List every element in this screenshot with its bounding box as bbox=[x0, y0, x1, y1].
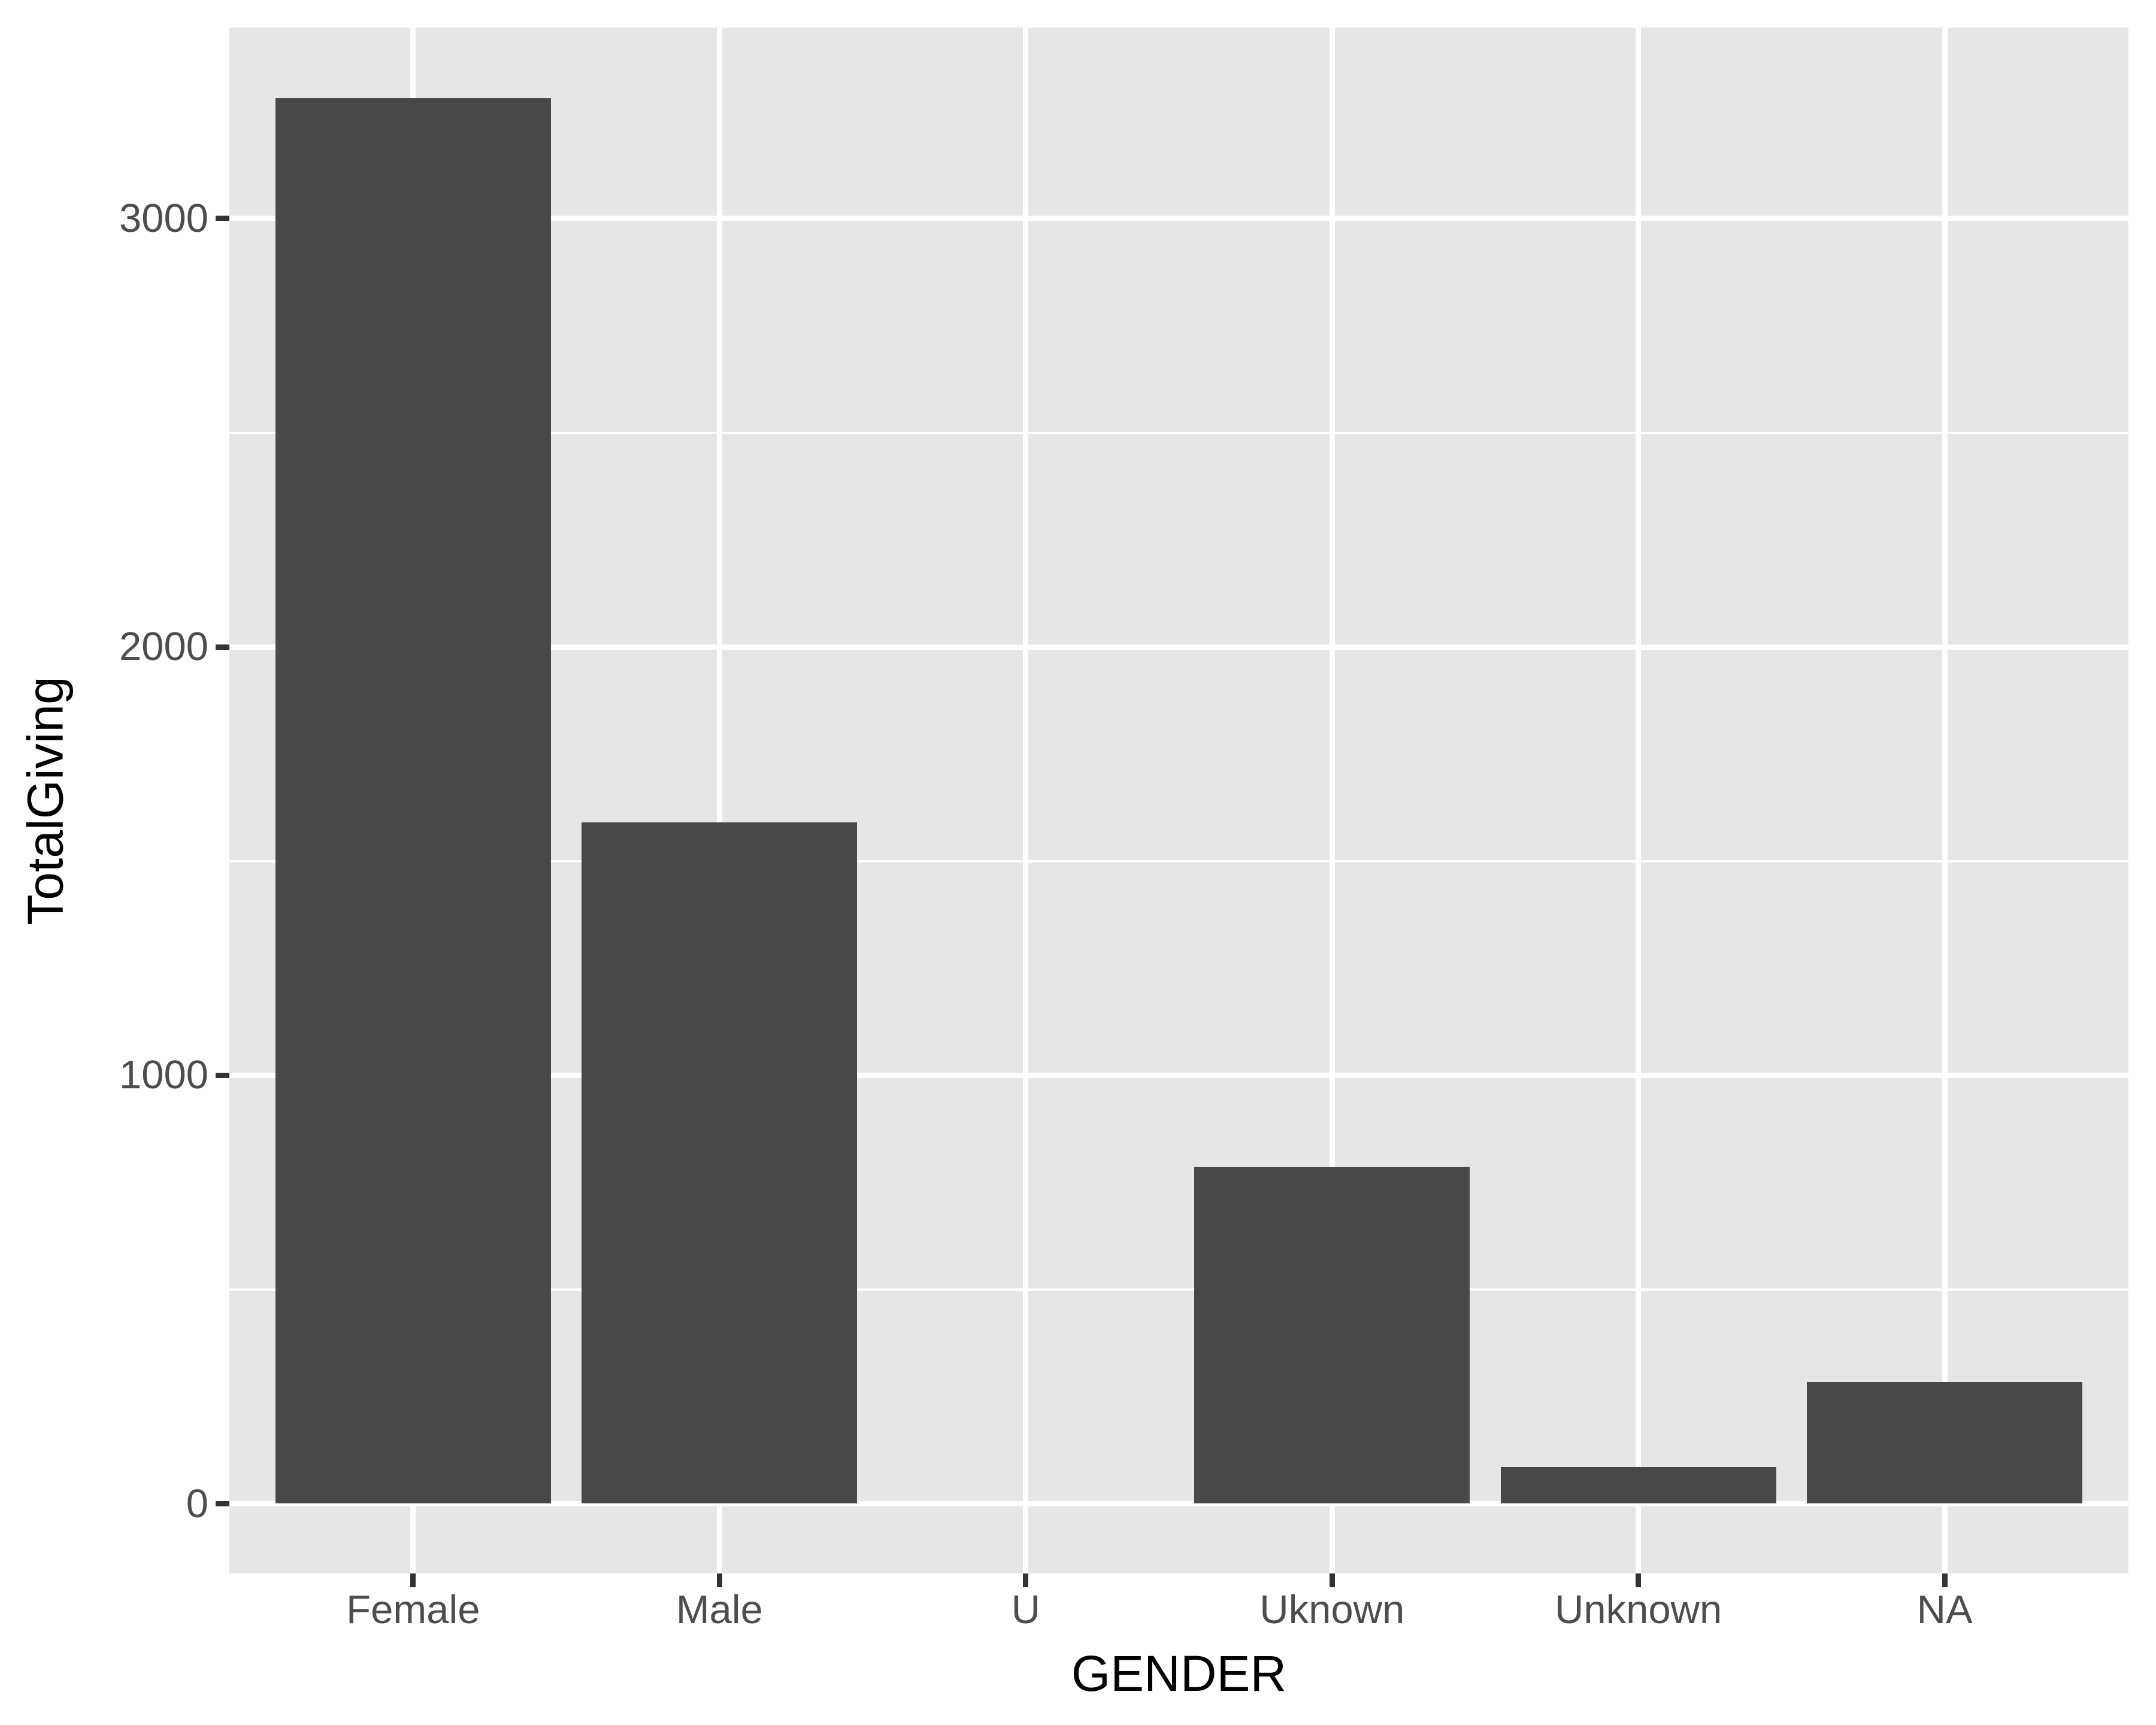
y-tick-label-3000: 3000 bbox=[119, 195, 208, 241]
y-tick-mark-3000 bbox=[216, 216, 229, 222]
x-axis-title: GENDER bbox=[1071, 1645, 1287, 1702]
major-gridline-y-2000 bbox=[229, 644, 2128, 650]
major-gridline-y-1000 bbox=[229, 1072, 2128, 1078]
y-tick-label-1000: 1000 bbox=[119, 1052, 208, 1098]
major-gridline-y-3000 bbox=[229, 216, 2128, 222]
x-tick-mark-u bbox=[1023, 1573, 1029, 1587]
bar-female bbox=[275, 98, 551, 1504]
x-tick-label-unknown: Unknown bbox=[1555, 1587, 1722, 1632]
x-tick-label-male: Male bbox=[676, 1587, 763, 1632]
y-axis-title: TotalGiving bbox=[17, 676, 73, 925]
x-tick-label-uknown: Uknown bbox=[1259, 1587, 1405, 1632]
y-tick-mark-2000 bbox=[216, 644, 229, 650]
minor-gridline-y-500 bbox=[229, 1288, 2128, 1291]
major-gridline-x-NA bbox=[1942, 28, 1948, 1573]
x-tick-label-na: NA bbox=[1916, 1587, 1973, 1632]
bar-uknown bbox=[1194, 1166, 1470, 1504]
x-tick-mark-female bbox=[410, 1573, 416, 1587]
x-tick-mark-male bbox=[716, 1573, 722, 1587]
y-tick-mark-1000 bbox=[216, 1072, 229, 1078]
major-gridline-y-0 bbox=[229, 1501, 2128, 1506]
bar-unknown bbox=[1500, 1466, 1776, 1504]
plot-panel bbox=[229, 28, 2128, 1573]
y-tick-mark-0 bbox=[216, 1501, 229, 1506]
minor-gridline-y-1500 bbox=[229, 860, 2128, 862]
x-tick-mark-na bbox=[1942, 1573, 1948, 1587]
y-tick-label-2000: 2000 bbox=[119, 624, 208, 670]
major-gridline-x-U bbox=[1023, 28, 1029, 1573]
minor-gridline-y-2500 bbox=[229, 431, 2128, 434]
x-tick-label-female: Female bbox=[346, 1587, 480, 1632]
bar-na bbox=[1806, 1381, 2083, 1504]
x-tick-mark-uknown bbox=[1329, 1573, 1335, 1587]
major-gridline-x-Male bbox=[716, 28, 722, 1573]
x-tick-mark-unknown bbox=[1636, 1573, 1642, 1587]
bar-male bbox=[582, 822, 858, 1504]
y-tick-label-0: 0 bbox=[186, 1481, 208, 1526]
major-gridline-x-Uknown bbox=[1329, 28, 1335, 1573]
major-gridline-x-Unknown bbox=[1636, 28, 1642, 1573]
x-tick-label-u: U bbox=[1011, 1587, 1040, 1632]
